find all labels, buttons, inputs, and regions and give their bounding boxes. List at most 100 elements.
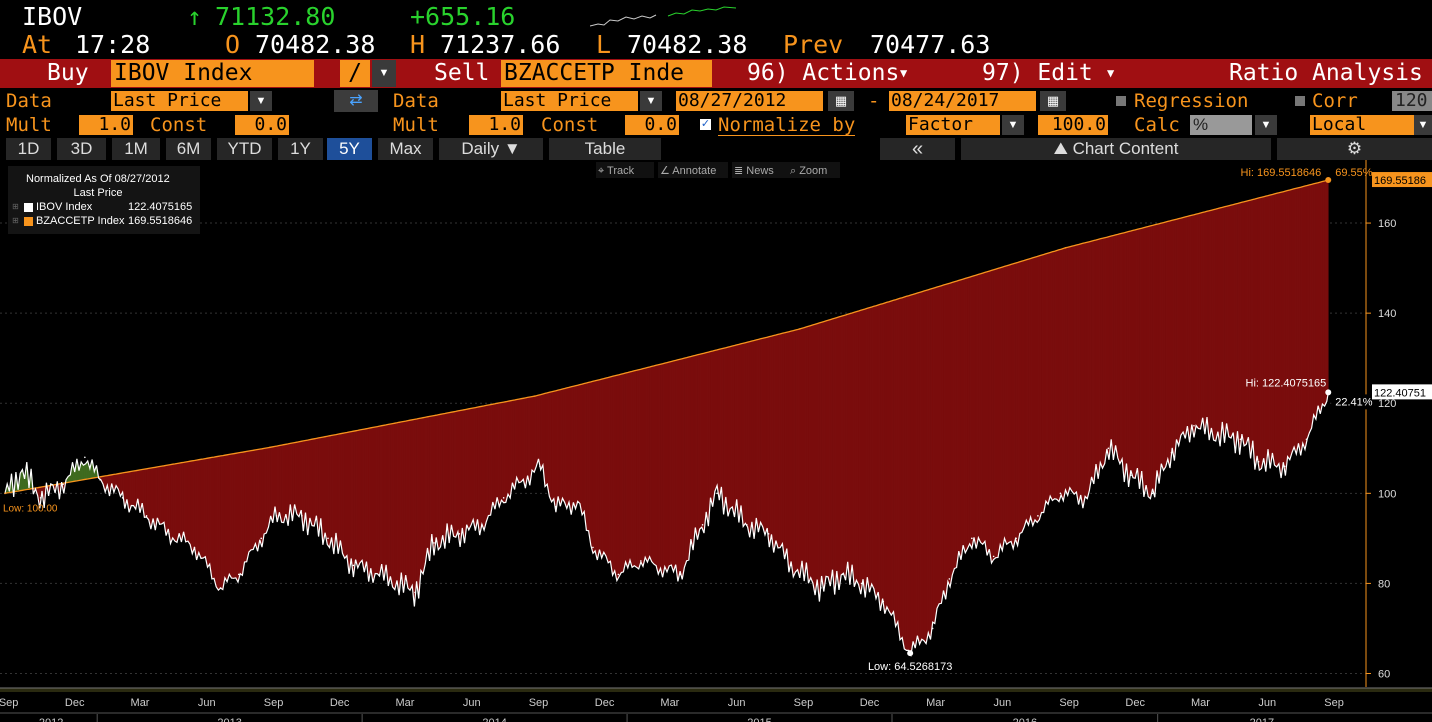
range-3d-button[interactable]: 3D [57,138,106,160]
ticker: IBOV [22,2,83,31]
regression-checkbox[interactable] [1116,96,1126,106]
normalize-field[interactable]: Factor [906,115,1000,135]
spread-area [740,342,744,527]
end-date-field[interactable]: 08/24/2017 [889,91,1036,111]
legend-entry-bzacc[interactable]: ⊞ BZACCETP Index 169.5518646 [12,215,193,227]
normalize-dropdown-icon[interactable]: ▼ [1002,115,1024,135]
tool-zoom-label: ⌕ Zoom [790,165,827,177]
legend-entry-ibov[interactable]: ⊞ IBOV Index 122.4075165 [12,201,193,213]
tool-annotate-button[interactable] [658,162,728,178]
actions-menu[interactable]: 96) Actions [747,60,900,86]
normalize-amount-field[interactable]: 100.0 [1038,115,1108,135]
data-dropdown-icon[interactable]: ▼ [250,91,272,111]
spread-area [882,302,886,614]
normalize-checkbox[interactable]: ✓ [700,118,711,130]
operator-field[interactable]: / [340,60,370,87]
spread-area [1228,204,1232,439]
range-6m-button[interactable]: 6M [166,138,211,160]
data-field[interactable]: Last Price [111,91,248,111]
spread-area [1043,253,1047,513]
data2-field[interactable]: Last Price [501,91,638,111]
table-button[interactable]: Table [549,138,661,160]
spread-area [329,435,332,548]
ratio-toolbar: Buy IBOV Index / ▼ Sell BZACCETP Inde 96… [0,59,1432,88]
spread-area [681,357,685,580]
spread-area [1150,224,1153,499]
spread-area [1239,201,1243,455]
spread-area [742,342,746,528]
spread-area [311,438,315,527]
period-dropdown[interactable]: Daily ▼ [439,138,543,160]
spread-area [699,353,703,530]
corr-field[interactable]: 120 [1392,91,1432,111]
chart-content-button[interactable]: ⛰ Chart Content [961,138,1271,160]
spread-area [751,340,755,539]
actions-dropdown-icon[interactable]: ▼ [900,66,908,80]
chart-legend: Normalized As Of 08/27/2012 Last Price ⊞… [8,166,200,234]
mult2-field[interactable]: 1.0 [469,115,523,135]
spread-area [1104,236,1108,464]
collapse-icon[interactable]: « [880,138,955,160]
spread-area [1208,209,1212,441]
range-max-button[interactable]: Max [378,138,433,160]
spread-area [420,417,424,575]
range-1d-button[interactable]: 1D [6,138,51,160]
range-1y-button[interactable]: 1Y [278,138,323,160]
x-tick-label: Mar [660,697,679,709]
spread-area [705,351,709,527]
mult-field[interactable]: 1.0 [79,115,133,135]
normalize-label: Normalize by [718,114,856,136]
range-5y-button[interactable]: 5Y [327,138,372,160]
spread-area [1117,233,1121,464]
spread-area [1326,179,1329,402]
spread-area [853,311,857,587]
spread-area [261,448,265,548]
tool-news-button[interactable] [732,162,790,178]
operator-dropdown-icon[interactable]: ▼ [372,60,396,87]
spread-area [666,361,670,573]
spread-area [784,331,788,560]
spread-area [1263,195,1267,472]
spread-area [917,291,920,645]
end-calendar-icon[interactable]: ▦ [1040,91,1066,111]
data-point-ibov [1170,451,1173,454]
spread-area [340,432,343,554]
spread-area [745,341,748,529]
data-point-ibov [219,587,222,589]
range-1m-button[interactable]: 1M [112,138,160,160]
currency-field[interactable]: Local [1310,115,1414,135]
spread-area [235,452,239,583]
edit-dropdown-icon[interactable]: ▼ [1107,66,1115,80]
swap-icon[interactable]: ⇄ [334,90,378,112]
const-field[interactable]: 0.0 [235,115,289,135]
spread-area [1095,239,1099,479]
spread-area [1002,266,1005,551]
currency-dropdown-icon[interactable]: ▼ [1414,115,1432,135]
edit-menu[interactable]: 97) Edit [982,60,1093,86]
corr-checkbox[interactable] [1295,96,1305,106]
const2-field[interactable]: 0.0 [625,115,679,135]
range-ytd-button[interactable]: YTD [217,138,272,160]
sell-security-field[interactable]: BZACCETP Inde [501,60,712,87]
spread-area [951,281,955,576]
spread-area [599,378,602,559]
data2-dropdown-icon[interactable]: ▼ [640,91,662,111]
tool-track-button[interactable] [596,162,654,178]
buy-security-field[interactable]: IBOV Index [111,60,314,87]
spread-area [191,460,195,554]
spread-area [161,465,165,525]
calc-field[interactable]: % [1190,115,1252,135]
data-point-ibov [576,501,579,504]
calc-dropdown-icon[interactable]: ▼ [1255,115,1277,135]
start-calendar-icon[interactable]: ▦ [828,91,854,111]
spread-area [1084,241,1088,500]
data-point-ibov [481,524,483,526]
spread-area [1110,235,1114,460]
gear-icon[interactable]: ⚙ [1277,138,1432,160]
spread-area [701,352,705,534]
data-point-ibov [617,573,620,576]
tool-zoom-button[interactable] [788,162,840,178]
spread-area [1167,220,1171,469]
start-date-field[interactable]: 08/27/2012 [676,91,823,111]
